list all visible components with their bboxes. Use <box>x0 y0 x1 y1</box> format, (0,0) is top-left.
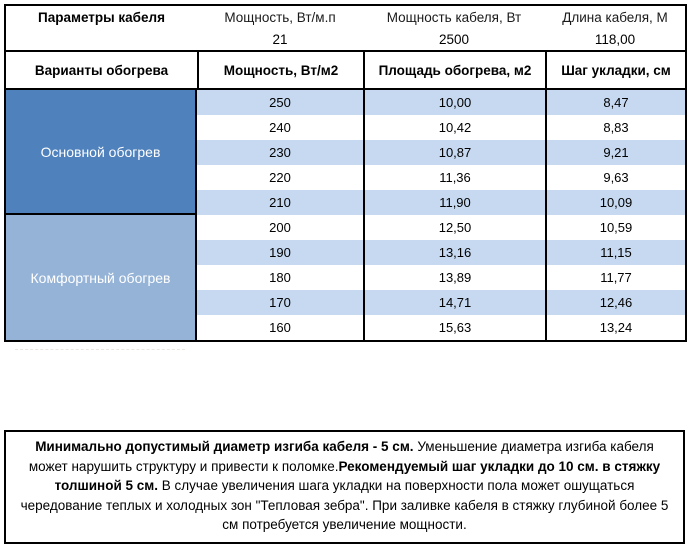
heating-area-cell: 11,90 <box>363 190 545 215</box>
cable-length-value: 118,00 <box>594 32 636 47</box>
header-laying-step: Шаг укладки, см <box>545 52 685 90</box>
heating-area-cell: 13,16 <box>363 240 545 265</box>
note-bend-warning: Уменьшение диаметра изгиба кабеля может … <box>28 439 654 474</box>
cable-parameters-title: Параметры кабеля <box>38 10 165 25</box>
laying-step-cell: 10,59 <box>545 215 685 240</box>
power-density-cell: 170 <box>197 290 363 315</box>
laying-step-cell: 11,15 <box>545 240 685 265</box>
laying-step-cell: 10,09 <box>545 190 685 215</box>
note-recommended-step: Рекомендуемый шаг укладки до 10 см. в ст… <box>54 458 661 494</box>
power-density-cell: 250 <box>197 90 363 115</box>
heating-area-cell: 14,71 <box>363 290 545 315</box>
header-heating-area: Площадь обогрева, м2 <box>363 52 545 90</box>
power-density-cell: 210 <box>197 190 363 215</box>
section-label-comfort-heating: Комфортный обогрев <box>6 215 197 340</box>
laying-step-cell: 9,21 <box>545 140 685 165</box>
cable-parameters-block: Параметры кабеля Мощность, Вт/м.п Мощнос… <box>6 6 685 52</box>
gridline-artifact <box>15 349 185 350</box>
heating-area-cell: 10,42 <box>363 115 545 140</box>
note-min-bend-diameter: Минимально допустимый диаметр изгиба каб… <box>35 439 414 454</box>
power-density-cell: 160 <box>269 320 291 335</box>
cable-power-label: Мощность кабеля, Вт <box>386 10 522 25</box>
power-density-cell: 190 <box>197 240 363 265</box>
power-per-meter-label: Мощность, Вт/м.п <box>224 10 336 25</box>
header-heating-variants: Варианты обогрева <box>6 52 197 90</box>
power-per-meter-value: 21 <box>272 32 288 47</box>
heating-area-cell: 12,50 <box>363 215 545 240</box>
laying-step-cell: 8,47 <box>545 90 685 115</box>
laying-step-cell: 8,83 <box>545 115 685 140</box>
cable-length-label: Длина кабеля, М <box>562 10 668 25</box>
laying-step-cell: 12,46 <box>545 290 685 315</box>
laying-step-cell: 9,63 <box>545 165 685 190</box>
heating-area-cell: 15,63 <box>363 315 545 340</box>
power-density-cell: 180 <box>269 270 291 285</box>
laying-step-cell: 11,77 <box>545 265 685 290</box>
note-zebra-warning: В случае увеличения шага укладки на пове… <box>20 478 669 532</box>
heating-cable-table: Параметры кабеля Мощность, Вт/м.п Мощнос… <box>4 4 687 342</box>
installation-note: Минимально допустимый диаметр изгиба каб… <box>4 430 685 544</box>
power-density-cell: 200 <box>269 220 291 235</box>
heating-area-cell: 11,36 <box>363 165 545 190</box>
power-density-cell: 240 <box>269 120 291 135</box>
header-power-density: Мощность, Вт/м2 <box>197 52 363 90</box>
power-density-cell: 220 <box>269 170 291 185</box>
laying-step-cell: 13,24 <box>545 315 685 340</box>
heating-area-cell: 10,87 <box>363 140 545 165</box>
cable-power-value: 2500 <box>438 32 470 47</box>
power-density-cell: 230 <box>197 140 363 165</box>
heating-area-cell: 13,89 <box>363 265 545 290</box>
section-label-main-heating: Основной обогрев <box>6 90 197 215</box>
heating-area-cell: 10,00 <box>363 90 545 115</box>
